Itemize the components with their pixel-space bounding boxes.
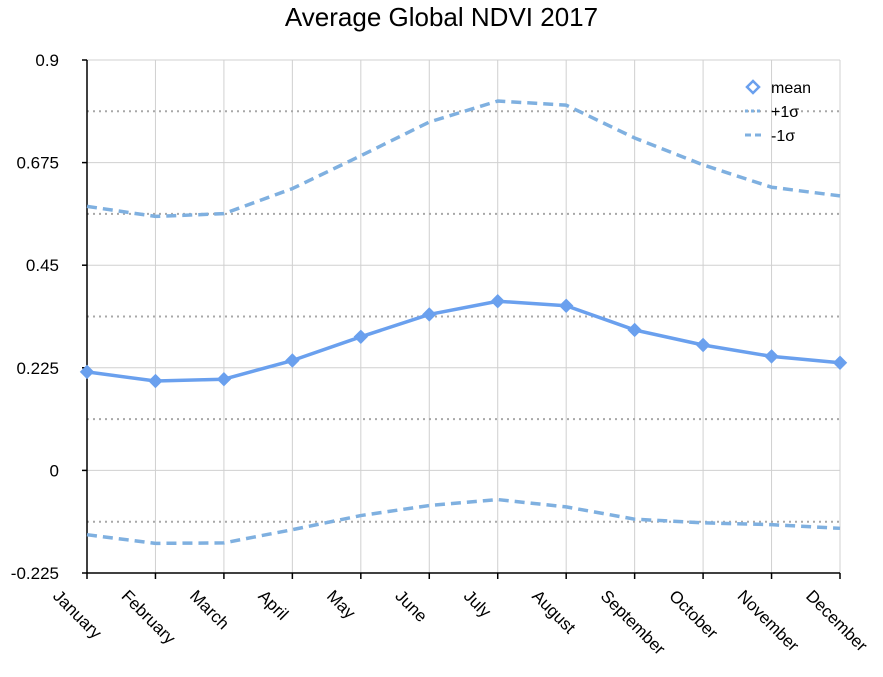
chart-title: Average Global NDVI 2017 bbox=[284, 2, 599, 32]
series-line-0 bbox=[86, 299, 841, 383]
legend-label: mean bbox=[771, 80, 811, 97]
data-point bbox=[79, 364, 95, 380]
data-point bbox=[627, 322, 642, 338]
y-tick-label: 0 bbox=[50, 461, 59, 480]
legend-label: -1σ bbox=[771, 128, 795, 145]
x-tick-label: April bbox=[255, 586, 292, 623]
data-point bbox=[422, 307, 437, 322]
data-point bbox=[490, 294, 505, 309]
x-tick-label: May bbox=[323, 586, 359, 622]
data-point bbox=[148, 373, 163, 389]
x-tick-label: October bbox=[665, 586, 721, 642]
series-line-2 bbox=[86, 497, 841, 546]
y-tick-label: 0.675 bbox=[16, 154, 59, 173]
y-tick-label: 0.9 bbox=[35, 51, 59, 70]
x-tick-label: November bbox=[734, 586, 803, 655]
x-tick-label: September bbox=[597, 586, 669, 658]
data-point bbox=[216, 371, 232, 387]
y-tick-label: 0.225 bbox=[16, 359, 59, 378]
x-tick-label: August bbox=[528, 586, 579, 637]
data-point bbox=[832, 355, 848, 370]
data-point bbox=[285, 353, 300, 368]
data-point bbox=[695, 337, 711, 353]
y-tick-label: -0.225 bbox=[11, 564, 59, 583]
series-line-1 bbox=[86, 99, 841, 219]
y-tick-label: 0.45 bbox=[26, 256, 59, 275]
x-tick-label: March bbox=[186, 586, 233, 633]
legend-label: +1σ bbox=[771, 104, 799, 121]
data-point bbox=[764, 349, 779, 364]
x-tick-label: February bbox=[118, 586, 180, 648]
legend-marker bbox=[745, 79, 761, 95]
x-tick-label: December bbox=[802, 586, 871, 655]
data-point bbox=[558, 298, 574, 313]
data-point bbox=[353, 329, 369, 344]
x-tick-label: January bbox=[49, 586, 106, 643]
x-tick-label: July bbox=[460, 586, 495, 621]
x-tick-label: June bbox=[391, 586, 431, 626]
